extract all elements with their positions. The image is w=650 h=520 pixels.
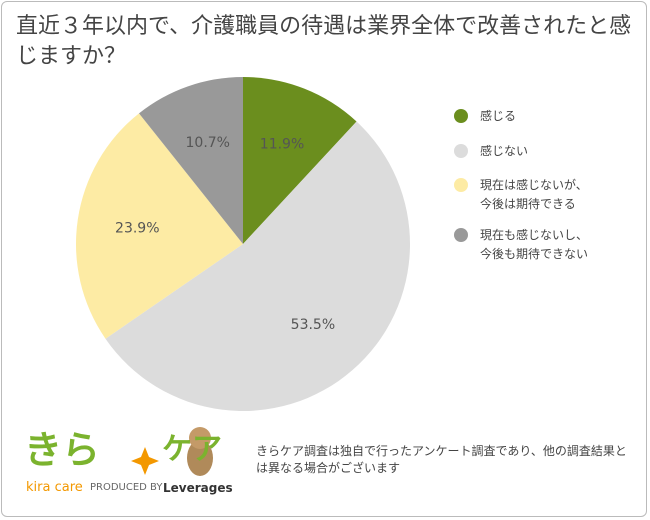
data-label: 53.5% — [291, 317, 335, 333]
legend-marker — [454, 144, 468, 158]
legend-marker — [454, 178, 468, 192]
pie-slice — [243, 77, 357, 244]
logo-star — [131, 447, 159, 475]
legend-label: 感じない — [480, 144, 529, 158]
legend-marker — [454, 109, 468, 123]
pie-slice — [138, 77, 243, 244]
mascot-head — [189, 427, 211, 449]
mascot — [187, 440, 213, 476]
chart-title: 直近３年以内で、介護職員の待遇は業界全体で改善されたと感じますか？ — [16, 14, 632, 69]
pie-slice — [75, 113, 243, 339]
logo-text: きら — [24, 428, 101, 472]
legend-label: 現在も感じないし、 今後も期待できない — [480, 228, 589, 261]
logo-text: ケア — [162, 432, 222, 467]
legend-marker — [454, 228, 468, 242]
tagline: kira care — [26, 480, 83, 495]
data-label: 23.9% — [115, 220, 159, 236]
legend-label: 現在は感じないが、 今後は期待できる — [480, 178, 588, 211]
company: Leverages — [163, 481, 233, 495]
pie-slice — [105, 121, 410, 411]
data-label: 11.9% — [260, 137, 304, 153]
legend-label: 感じる — [480, 109, 517, 123]
data-label: 10.7% — [186, 135, 230, 151]
note: きらケア調査は独自で行ったアンケート調査であり、他の調査結果とは異なる場合がござ… — [256, 444, 627, 475]
produced-by: PRODUCED BY — [90, 482, 163, 493]
